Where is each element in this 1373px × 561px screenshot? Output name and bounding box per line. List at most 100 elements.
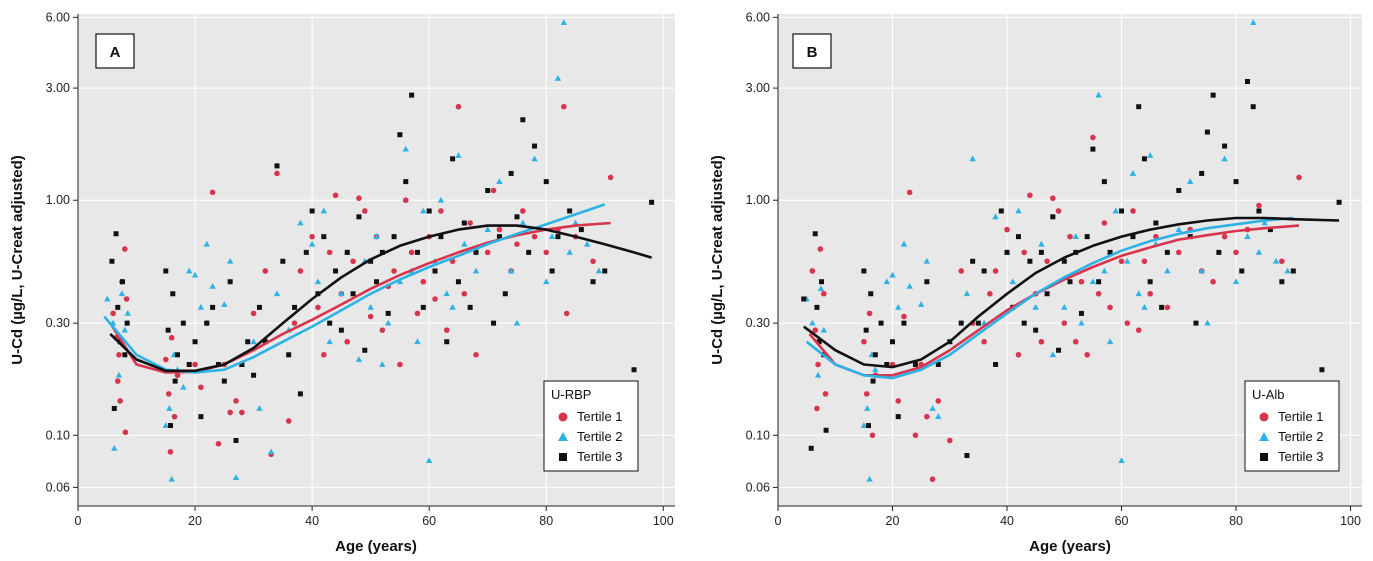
data-point-tertile-2 — [1146, 152, 1154, 158]
data-point-tertile-1 — [123, 296, 130, 302]
data-point-tertile-1 — [344, 338, 351, 345]
data-point-tertile-1 — [1021, 249, 1027, 256]
data-point-tertile-2 — [1049, 351, 1057, 358]
data-point-tertile-3 — [508, 170, 514, 176]
data-point-tertile-1 — [814, 405, 820, 412]
x-tick-label: 0 — [75, 514, 82, 528]
data-point-tertile-1 — [174, 372, 181, 379]
data-point-tertile-3 — [124, 320, 130, 326]
data-point-tertile-1 — [981, 338, 987, 345]
data-point-tertile-2 — [484, 226, 491, 232]
data-point-tertile-2 — [1038, 240, 1045, 247]
data-point-tertile-1 — [906, 189, 913, 196]
data-point-tertile-2 — [595, 267, 603, 274]
data-point-tertile-2 — [969, 155, 976, 162]
data-point-tertile-3 — [872, 352, 878, 358]
data-point-tertile-2 — [1187, 178, 1194, 185]
data-point-tertile-2 — [1112, 207, 1120, 214]
panel-a-y-axis-label: U-Cd (µg/L, U-Creat adjusted) — [9, 155, 26, 364]
y-tick-label: 6.00 — [46, 10, 70, 24]
data-point-tertile-2 — [197, 303, 205, 310]
data-point-tertile-1 — [1210, 278, 1216, 285]
data-point-tertile-2 — [1232, 278, 1240, 285]
data-point-tertile-2 — [203, 240, 210, 247]
data-point-tertile-3 — [344, 249, 350, 255]
data-point-tertile-3 — [502, 291, 508, 297]
data-point-tertile-1 — [1090, 134, 1096, 141]
data-point-tertile-3 — [1193, 320, 1199, 326]
data-point-tertile-3 — [1119, 208, 1125, 214]
data-point-tertile-1 — [1256, 202, 1262, 209]
data-point-tertile-1 — [467, 220, 473, 226]
data-point-tertile-3 — [391, 234, 397, 240]
data-point-tertile-2 — [895, 303, 902, 310]
data-point-tertile-3 — [975, 320, 981, 326]
data-point-tertile-3 — [1067, 279, 1073, 285]
data-point-tertile-3 — [1027, 258, 1033, 264]
panel-a: 0.06 0.10 0.30 1.00 3.00 6.00 0 20 40 60 80 100 Ag… — [9, 10, 675, 555]
data-point-tertile-2 — [104, 295, 111, 302]
data-point-tertile-1 — [227, 409, 233, 416]
data-point-tertile-3 — [1084, 234, 1090, 240]
data-point-tertile-2 — [414, 338, 421, 345]
data-point-tertile-3 — [461, 220, 467, 226]
fit-curve-tertile-3 — [109, 224, 652, 373]
data-point-tertile-1 — [1038, 338, 1045, 345]
data-point-tertile-1 — [901, 313, 907, 320]
data-point-tertile-2 — [820, 326, 828, 333]
panel-b-y-ticks: 0.06 0.10 0.30 1.00 3.00 6.00 — [746, 10, 778, 494]
data-point-tertile-3 — [801, 296, 807, 302]
data-point-tertile-1 — [168, 334, 175, 341]
data-point-tertile-3 — [496, 234, 502, 240]
data-point-tertile-1 — [496, 226, 503, 233]
data-point-tertile-1 — [863, 391, 870, 397]
data-point-tertile-3 — [532, 143, 538, 149]
data-point-tertile-2 — [860, 422, 868, 428]
data-point-tertile-3 — [1130, 234, 1136, 240]
data-point-tertile-2 — [402, 145, 409, 152]
data-point-tertile-2 — [267, 448, 275, 455]
y-tick-label: 1.00 — [46, 193, 70, 207]
tertile-2-marker-icon — [1259, 432, 1269, 441]
data-point-tertile-3 — [113, 231, 119, 237]
data-point-tertile-3 — [1267, 227, 1273, 233]
x-tick-label: 60 — [422, 514, 436, 528]
data-point-tertile-2 — [425, 457, 433, 464]
data-point-tertile-1 — [895, 398, 902, 404]
data-point-tertile-2 — [273, 290, 281, 297]
data-point-tertile-2 — [461, 240, 468, 247]
data-point-tertile-1 — [167, 449, 174, 455]
data-point-tertile-1 — [432, 296, 438, 302]
data-point-tertile-2 — [1118, 457, 1125, 464]
data-point-tertile-1 — [110, 310, 116, 317]
data-point-tertile-2 — [584, 240, 591, 247]
data-point-tertile-3 — [935, 362, 941, 368]
data-point-tertile-2 — [1078, 319, 1085, 326]
data-point-tertile-1 — [812, 327, 819, 333]
data-point-tertile-1 — [514, 241, 520, 247]
data-point-tertile-2 — [355, 356, 363, 362]
data-point-tertile-3 — [309, 208, 315, 214]
data-point-tertile-2 — [396, 278, 404, 285]
data-point-tertile-2 — [250, 338, 257, 345]
data-point-tertile-1 — [115, 378, 121, 384]
y-tick-label: 0.10 — [46, 428, 70, 442]
data-point-tertile-3 — [590, 279, 596, 285]
data-point-tertile-2 — [449, 303, 456, 310]
data-point-tertile-2 — [367, 303, 374, 310]
data-point-tertile-1 — [1141, 258, 1148, 265]
data-point-tertile-3 — [432, 268, 438, 274]
data-point-tertile-3 — [109, 258, 115, 264]
data-point-tertile-3 — [426, 208, 432, 214]
data-point-tertile-3 — [1021, 320, 1027, 326]
data-point-tertile-3 — [239, 362, 245, 368]
data-point-tertile-3 — [1015, 234, 1021, 240]
data-point-tertile-3 — [455, 279, 461, 285]
data-point-tertile-1 — [116, 351, 122, 358]
data-point-tertile-3 — [450, 156, 456, 162]
data-point-tertile-1 — [397, 361, 403, 368]
panel-b-label-box: B — [792, 33, 832, 69]
data-point-tertile-3 — [890, 339, 896, 345]
data-point-tertile-3 — [1336, 199, 1342, 205]
data-point-tertile-3 — [981, 268, 987, 274]
